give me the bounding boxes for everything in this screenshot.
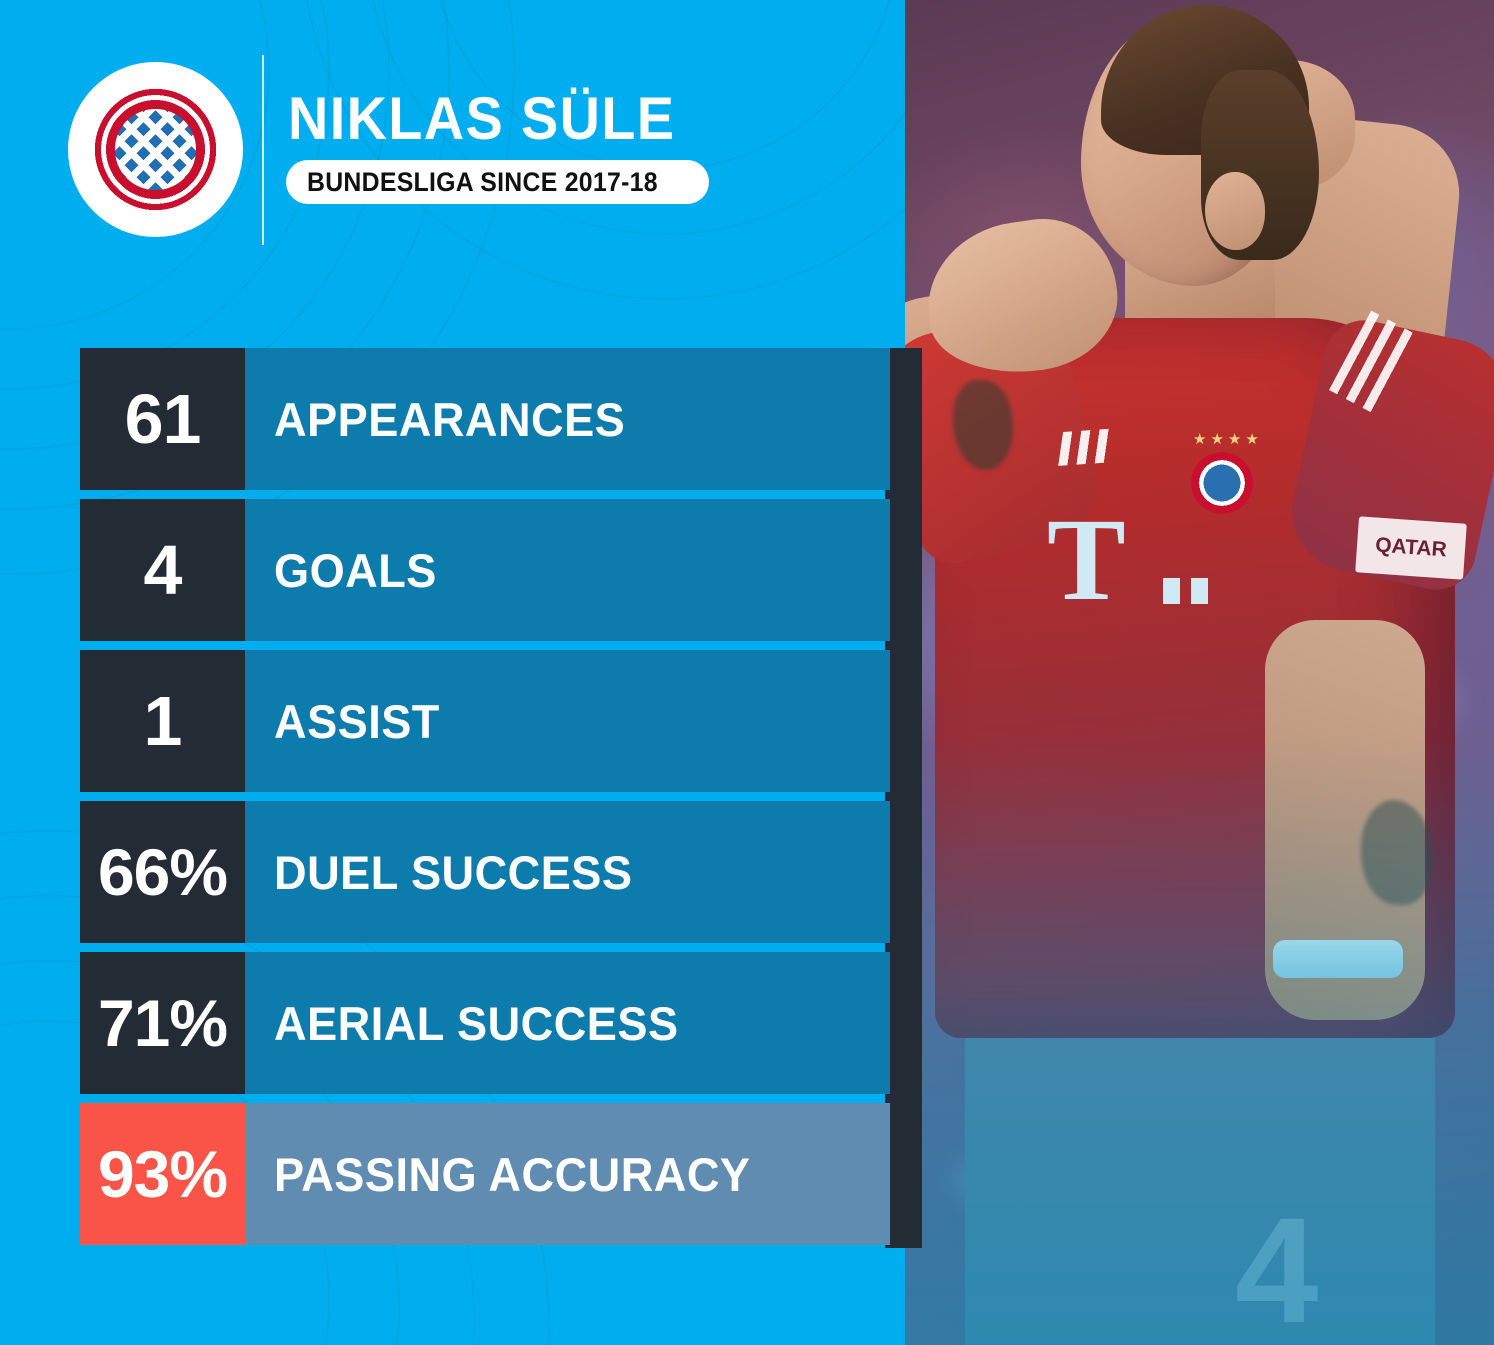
stat-row: 4 GOALS	[80, 499, 890, 641]
stat-row: 71% AERIAL SUCCESS	[80, 952, 890, 1094]
stat-label-bar: GOALS	[245, 499, 890, 641]
stats-panel: 61 APPEARANCES 4 GOALS 1 ASSIST 66% DUEL SUCCES…	[80, 348, 922, 1248]
stat-value: 4	[80, 499, 245, 641]
stat-label: GOALS	[274, 543, 437, 597]
subtitle-badge: BUNDESLIGA SINCE 2017-18	[286, 160, 710, 204]
player-photo: T ★★★★ QATAR 4	[905, 0, 1494, 1345]
telekom-dots-icon	[1163, 578, 1219, 609]
stat-row: 61 APPEARANCES	[80, 348, 890, 490]
stat-label-bar: PASSING ACCURACY	[245, 1103, 890, 1245]
page-title: NIKLAS SÜLE	[288, 85, 676, 152]
stat-label-bar: APPEARANCES	[245, 348, 890, 490]
stat-value: 71%	[80, 952, 245, 1094]
stat-label: ASSIST	[274, 694, 440, 748]
panel-right-edge	[885, 348, 922, 1248]
stat-label: PASSING ACCURACY	[274, 1147, 751, 1201]
stat-label-bar: ASSIST	[245, 650, 890, 792]
stat-row: 66% DUEL SUCCESS	[80, 801, 890, 943]
jersey-crest-stars-icon: ★★★★	[1193, 430, 1263, 448]
crest-lozenge-pattern	[115, 109, 196, 190]
player-wristband	[1273, 940, 1403, 978]
stat-label-bar: DUEL SUCCESS	[245, 801, 890, 943]
stat-value: 1	[80, 650, 245, 792]
stat-row: 1 ASSIST	[80, 650, 890, 792]
stat-label: AERIAL SUCCESS	[274, 996, 679, 1050]
shorts-number: 4	[1235, 1195, 1355, 1345]
subtitle-text: BUNDESLIGA SINCE 2017-18	[307, 166, 658, 197]
stat-row: 93% PASSING ACCURACY	[80, 1103, 890, 1245]
header-divider	[262, 55, 264, 245]
jersey-club-crest-icon	[1191, 452, 1253, 514]
stat-value: 66%	[80, 801, 245, 943]
photo-color-wash	[905, 0, 1494, 1345]
stat-label: DUEL SUCCESS	[274, 845, 633, 899]
stat-value: 93%	[80, 1103, 245, 1245]
stat-value: 61	[80, 348, 245, 490]
telekom-t-logo-icon: T	[1047, 501, 1165, 628]
player-arm-tattoo	[953, 380, 1013, 470]
player-ear	[1205, 172, 1265, 250]
stat-label: APPEARANCES	[274, 392, 626, 446]
player-forearm-tattoo	[1361, 800, 1433, 905]
stat-label-bar: AERIAL SUCCESS	[245, 952, 890, 1094]
player-shorts	[965, 980, 1435, 1345]
